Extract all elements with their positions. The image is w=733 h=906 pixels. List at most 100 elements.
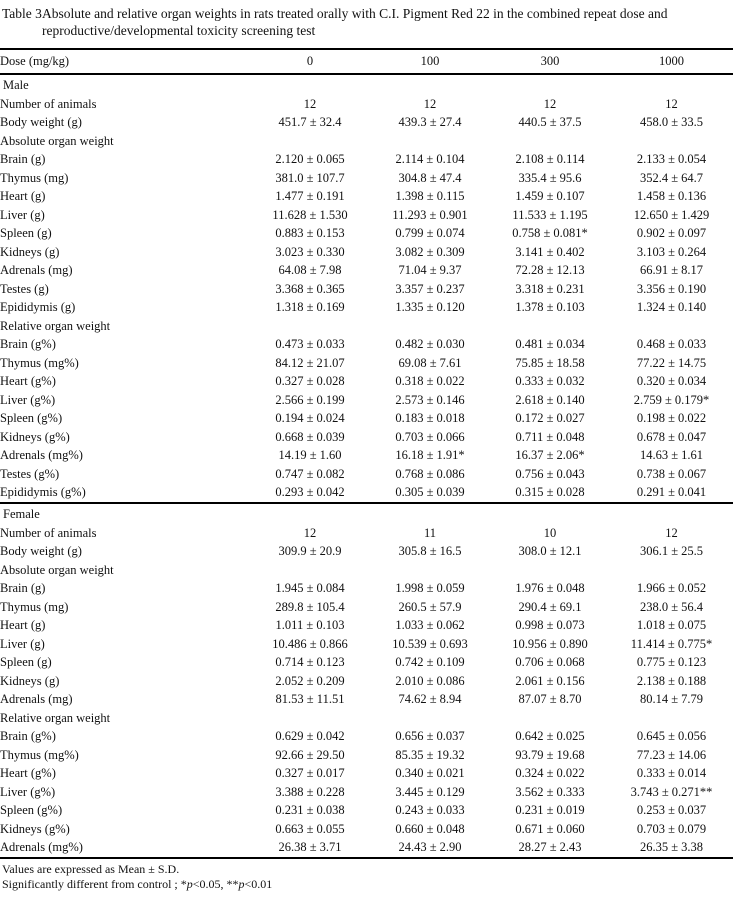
value-cell: 0.629 ± 0.042 [275,729,345,744]
value-cell: 12.650 ± 1.429 [633,207,710,222]
value-cell: 12 [423,96,437,111]
value-cell: 1.976 ± 0.048 [515,581,585,596]
value-cell: 12 [303,96,317,111]
dose-col-300: 300 [540,54,560,68]
value-cell: 72.28 ± 12.13 [515,263,585,278]
value-cell: 2.108 ± 0.114 [515,152,585,167]
dose-col-100: 100 [420,54,440,68]
value-cell: 0.333 ± 0.032 [515,374,585,389]
value-cell: 1.477 ± 0.191 [275,189,345,204]
value-cell: 238.0 ± 56.4 [639,599,704,614]
value-cell: 10.539 ± 0.693 [392,636,468,651]
row-label: Testes (g) [0,281,49,296]
value-cell: 3.357 ± 0.237 [395,281,465,296]
row-label: Thymus (mg%) [0,355,79,370]
value-cell: 77.22 ± 14.75 [636,355,707,370]
value-cell: 10 [543,525,557,540]
table-row: Testes (g%) 0.747 ± 0.082 0.768 ± 0.086 0.7… [0,465,733,484]
value-cell: 0.293 ± 0.042 [275,485,345,500]
organ-weight-table: Dose (mg/kg) 0 100 300 1000 Male Number o… [0,48,733,859]
footnote-mean-sd: Values are expressed as Mean ± S.D. [2,862,180,876]
value-cell: 16.18 ± 1.91* [395,448,465,463]
value-cell: 26.35 ± 3.38 [639,840,704,855]
value-cell: 80.14 ± 7.79 [639,692,704,707]
value-cell: 0.231 ± 0.019 [515,803,585,818]
row-label: Adrenals (mg%) [0,448,83,463]
row-label: Epididymis (g%) [0,485,86,500]
value-cell: 3.356 ± 0.190 [636,281,707,296]
footnote-significance-text: <0.01 [244,876,273,891]
value-cell: 0.706 ± 0.068 [515,655,585,670]
value-cell: 12 [665,525,678,540]
footnote-significance: Significantly different from control ; *… [2,877,731,892]
value-cell: 0.711 ± 0.048 [515,429,585,444]
table-row: Thymus (mg) 381.0 ± 107.7 304.8 ± 47.4 335.… [0,169,733,188]
value-cell: 69.08 ± 7.61 [398,355,462,370]
row-label: Kidneys (g) [0,673,60,688]
row-label: Absolute organ weight [0,562,114,577]
value-cell: 2.618 ± 0.140 [515,392,585,407]
value-cell: 451.7 ± 32.4 [278,115,342,130]
value-cell: 3.743 ± 0.271** [630,784,713,799]
value-cell: 0.656 ± 0.037 [395,729,465,744]
table-row: Kidneys (g%) 0.668 ± 0.039 0.703 ± 0.066 0.… [0,428,733,447]
row-label: Thymus (mg) [0,599,69,614]
table-row: Spleen (g%) 0.231 ± 0.038 0.243 ± 0.033 0.2… [0,802,733,821]
value-cell: 0.172 ± 0.027 [515,411,585,426]
value-cell: 0.747 ± 0.082 [275,466,345,481]
value-cell [370,132,490,151]
value-cell: 0.327 ± 0.017 [275,766,345,781]
value-cell: 64.08 ± 7.98 [278,263,342,278]
value-cell: 81.53 ± 11.51 [275,692,345,707]
row-label: Spleen (g) [0,655,52,670]
value-cell [370,561,490,580]
value-cell: 12 [303,525,317,540]
row-label: Relative organ weight [0,318,111,333]
value-cell: 16.37 ± 2.06* [515,448,585,463]
value-cell: 1.378 ± 0.103 [515,300,585,315]
value-cell: 3.368 ± 0.365 [275,281,345,296]
value-cell [490,132,610,151]
table-number: Table 3 [2,6,42,21]
value-cell [610,709,733,728]
value-cell: 0.327 ± 0.028 [275,374,345,389]
table-row: Heart (g%) 0.327 ± 0.028 0.318 ± 0.022 0.33… [0,373,733,392]
value-cell: 0.671 ± 0.060 [515,821,585,836]
value-cell: 1.324 ± 0.140 [636,300,707,315]
value-cell: 1.998 ± 0.059 [395,581,465,596]
value-cell: 0.668 ± 0.039 [275,429,345,444]
value-cell: 1.458 ± 0.136 [636,189,707,204]
value-cell [490,709,610,728]
value-cell: 0.678 ± 0.047 [636,429,707,444]
value-cell [610,132,733,151]
dose-header-row: Dose (mg/kg) 0 100 300 1000 [0,49,733,74]
value-cell [250,561,370,580]
row-label: Adrenals (mg) [0,263,73,278]
row-label: Spleen (g) [0,226,52,241]
value-cell: 1.398 ± 0.115 [395,189,465,204]
row-label: Number of animals [0,96,97,111]
value-cell: 11 [423,525,437,540]
value-cell: 0.642 ± 0.025 [515,729,585,744]
value-cell: 3.141 ± 0.402 [515,244,585,259]
section-header-label: Female [3,506,40,521]
row-label: Heart (g) [0,189,46,204]
value-cell: 26.38 ± 3.71 [278,840,342,855]
value-cell: 2.573 ± 0.146 [395,392,465,407]
table-row: Number of animals 12 11 10 12 [0,524,733,543]
value-cell: 0.703 ± 0.066 [395,429,465,444]
value-cell: 2.138 ± 0.188 [636,673,707,688]
footnote-significance-text: <0.05, ** [192,876,239,891]
section-header-row: Male [0,74,733,95]
value-cell: 14.63 ± 1.61 [639,448,704,463]
table-row: Liver (g) 11.628 ± 1.530 11.293 ± 0.901 11.… [0,206,733,225]
value-cell: 0.198 ± 0.022 [636,411,707,426]
footnote-p-symbol: p [238,876,245,891]
value-cell: 11.628 ± 1.530 [272,207,348,222]
value-cell: 2.052 ± 0.209 [275,673,345,688]
footnote-p-symbol: p [186,876,193,891]
table-row: Absolute organ weight [0,561,733,580]
value-cell: 74.62 ± 8.94 [398,692,462,707]
value-cell: 306.1 ± 25.5 [639,544,704,559]
row-label: Kidneys (g) [0,244,60,259]
